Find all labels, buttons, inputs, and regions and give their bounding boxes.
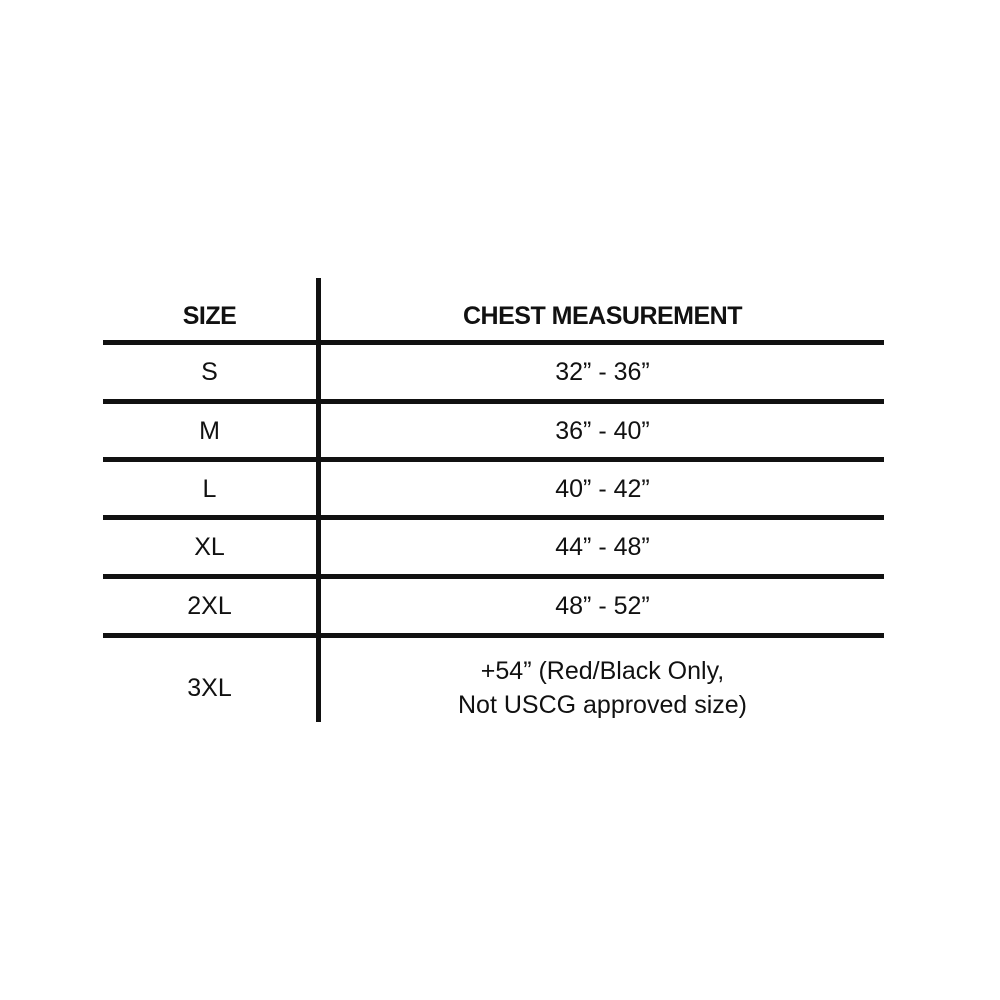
size-cell: 2XL xyxy=(187,592,232,620)
size-cell: XL xyxy=(194,533,225,561)
size-cell: M xyxy=(199,416,220,445)
chest-note-line-2: Not USCG approved size) xyxy=(457,691,747,719)
chest-cell: +54” (Red/Black Only, Not USCG approved … xyxy=(321,649,884,727)
chest-cell: 32” - 36” xyxy=(555,358,650,386)
size-cell: 3XL xyxy=(187,674,232,702)
row-divider xyxy=(103,399,884,404)
row-divider xyxy=(103,633,884,638)
header-size: SIZE xyxy=(182,302,237,330)
row-divider xyxy=(103,457,884,462)
size-cell: L xyxy=(202,474,217,503)
size-cell: S xyxy=(201,358,218,386)
column-divider xyxy=(316,278,321,722)
chest-cell: 40” - 42” xyxy=(555,474,650,503)
chest-note-line-1: +54” (Red/Black Only, xyxy=(480,657,725,685)
chest-cell: 36” - 40” xyxy=(555,416,650,445)
row-divider xyxy=(103,515,884,520)
chest-cell: 44” - 48” xyxy=(555,533,650,561)
header-chest-measurement: CHEST MEASUREMENT xyxy=(462,302,743,330)
row-divider xyxy=(103,340,884,345)
chest-cell: 48” - 52” xyxy=(555,592,650,620)
row-divider xyxy=(103,574,884,579)
